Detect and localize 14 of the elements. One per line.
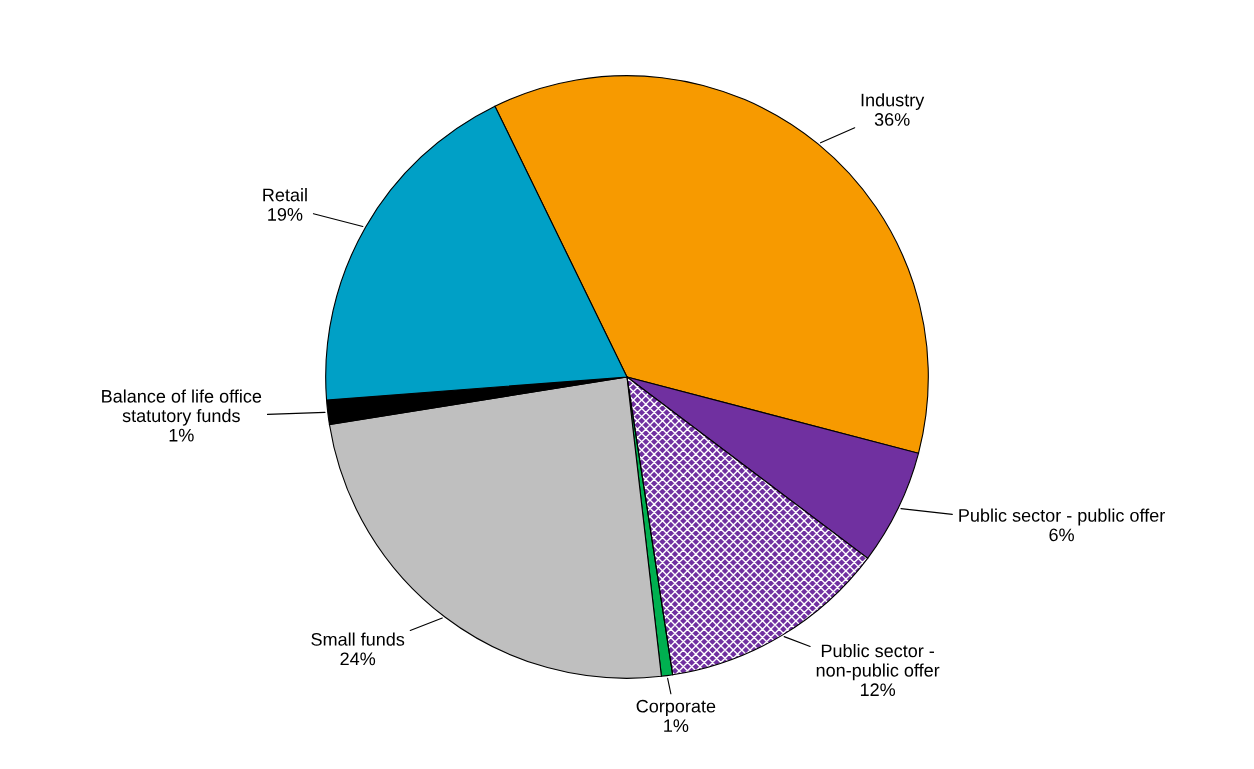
slice-label: Public sector - non-public offer — [816, 643, 940, 681]
data-label: 19% — [268, 208, 303, 221]
data-label: 6% — [1049, 528, 1074, 542]
data-label: 12% — [860, 683, 896, 697]
data-label: 24% — [340, 652, 376, 666]
data-label: 36% — [874, 113, 910, 126]
slice-label: Balance of life office statutory funds — [102, 389, 262, 426]
data-label: 1% — [664, 719, 689, 732]
slice-label: Corporate — [636, 699, 716, 717]
slice-label: Small funds — [311, 632, 405, 646]
data-label: 1% — [169, 428, 194, 442]
slice-label: Retail — [263, 188, 307, 202]
slice-label: Public sector - public offer — [959, 508, 1165, 526]
slice-label: Industry — [861, 93, 925, 110]
